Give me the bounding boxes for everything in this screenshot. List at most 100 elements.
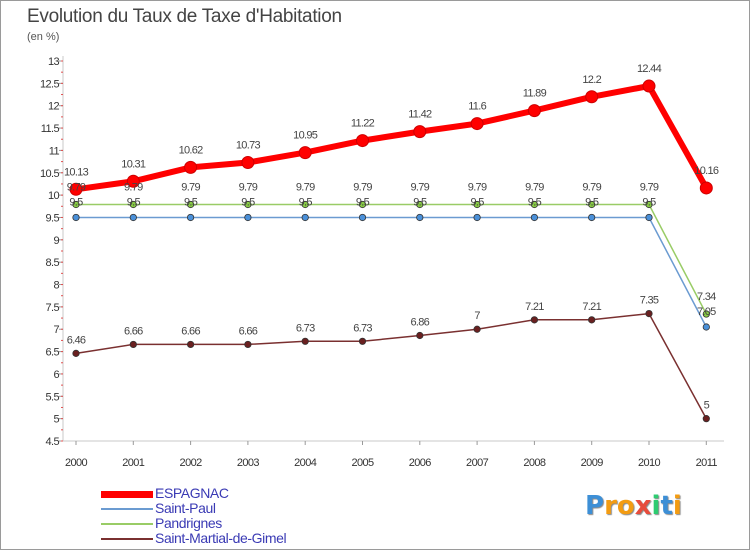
data-point xyxy=(358,213,367,222)
data-point xyxy=(72,200,80,209)
y-tick-label: 7 xyxy=(53,324,59,336)
data-point xyxy=(301,337,309,345)
data-label: 9.5 xyxy=(642,196,656,208)
data-point xyxy=(416,331,424,340)
data-label: 6.46 xyxy=(67,334,86,346)
legend-swatch xyxy=(101,523,153,525)
data-point xyxy=(530,316,539,324)
legend-item: ESPAGNAC xyxy=(101,485,361,501)
data-point xyxy=(187,340,195,349)
y-tick-label: 12.5 xyxy=(40,78,59,90)
series-line-saint-paul xyxy=(76,216,707,328)
data-point xyxy=(129,340,137,349)
data-label: 9.5 xyxy=(413,196,427,208)
y-tick-label: 8 xyxy=(53,280,59,292)
data-label: 9.79 xyxy=(67,182,86,194)
y-tick-label: 10.5 xyxy=(40,168,59,180)
data-label: 11.6 xyxy=(468,101,486,113)
legend-label: Pandrignes xyxy=(155,515,222,531)
data-label: 9.5 xyxy=(241,196,255,208)
data-point xyxy=(416,200,424,209)
data-label: 6.66 xyxy=(181,325,200,337)
data-label: 6.73 xyxy=(353,322,372,334)
y-tick-label: 5.5 xyxy=(46,391,60,403)
x-tick-label: 2003 xyxy=(237,457,260,469)
data-point xyxy=(642,79,656,93)
data-label: 9.5 xyxy=(184,196,198,208)
data-point xyxy=(298,146,312,160)
data-point xyxy=(588,316,596,324)
data-point xyxy=(356,134,369,148)
data-point xyxy=(470,117,484,131)
data-label: 9.79 xyxy=(525,182,544,194)
data-point xyxy=(358,200,367,209)
legend-label: ESPAGNAC xyxy=(155,485,229,501)
x-tick-label: 2004 xyxy=(294,457,317,469)
data-label: 5 xyxy=(704,400,710,412)
data-label: 11.42 xyxy=(408,109,432,121)
data-point xyxy=(244,200,252,209)
legend-item: Saint-Martial-de-Gimel xyxy=(101,530,361,546)
data-point xyxy=(358,337,367,345)
x-tick-label: 2006 xyxy=(409,457,432,469)
data-label: 9.5 xyxy=(69,196,83,208)
x-tick-label: 2005 xyxy=(351,457,374,469)
data-point xyxy=(241,155,255,169)
data-label: 9.79 xyxy=(239,182,258,194)
chart-title: Evolution du Taux de Taxe d'Habitation xyxy=(27,6,342,27)
data-point xyxy=(187,213,195,222)
series-line-espagnac xyxy=(75,83,709,193)
data-label: 9.5 xyxy=(356,196,370,208)
x-tick-label: 2002 xyxy=(180,457,203,469)
data-label: 10.95 xyxy=(293,130,318,142)
data-label: 9.5 xyxy=(127,196,141,208)
x-tick-label: 2007 xyxy=(466,457,489,469)
legend-swatch xyxy=(101,490,153,498)
data-label: 7.21 xyxy=(582,301,601,313)
data-point xyxy=(69,182,83,196)
data-point xyxy=(702,310,710,318)
data-label: 9.79 xyxy=(582,182,601,194)
x-tick-label: 2009 xyxy=(581,457,604,469)
data-point xyxy=(416,213,424,222)
y-tick-label: 7.5 xyxy=(46,302,60,314)
y-tick-label: 12 xyxy=(48,101,60,113)
x-tick-label: 2001 xyxy=(122,457,145,469)
data-point xyxy=(244,340,252,349)
data-label: 9.79 xyxy=(468,182,487,194)
chart-legend: ESPAGNAC Saint-Paul Pandrignes Saint-Martia… xyxy=(101,485,361,546)
data-label: 9.79 xyxy=(640,182,659,194)
y-tick-label: 6.5 xyxy=(46,347,60,359)
data-point xyxy=(72,349,80,357)
data-label: 7.05 xyxy=(697,306,716,318)
y-tick-label: 10 xyxy=(48,190,60,202)
data-label: 7 xyxy=(474,310,480,322)
data-point xyxy=(588,213,596,222)
data-point xyxy=(129,213,137,222)
legend-swatch xyxy=(101,508,153,510)
y-tick-label: 13 xyxy=(48,56,60,68)
data-label: 9.79 xyxy=(124,182,143,194)
x-tick-label: 2000 xyxy=(65,457,88,469)
legend-item: Pandrignes xyxy=(101,515,361,531)
data-point xyxy=(301,200,309,209)
data-label: 7.21 xyxy=(525,301,544,313)
data-point xyxy=(473,200,481,209)
data-label: 11.22 xyxy=(351,118,375,130)
data-point xyxy=(530,213,539,222)
data-point xyxy=(184,160,198,174)
data-point xyxy=(187,200,195,209)
data-label: 9.5 xyxy=(470,196,484,208)
data-label: 6.86 xyxy=(410,316,429,328)
y-tick-label: 11 xyxy=(49,145,60,157)
proxiti-logo: Proxiti xyxy=(585,491,682,521)
data-label: 9.5 xyxy=(528,196,542,208)
x-tick-label: 2011 xyxy=(696,457,718,469)
data-label: 9.79 xyxy=(181,182,200,194)
series-line-pandrignes xyxy=(76,203,707,315)
data-label: 6.66 xyxy=(124,325,143,337)
data-label: 7.34 xyxy=(697,291,716,303)
data-point xyxy=(645,200,653,209)
